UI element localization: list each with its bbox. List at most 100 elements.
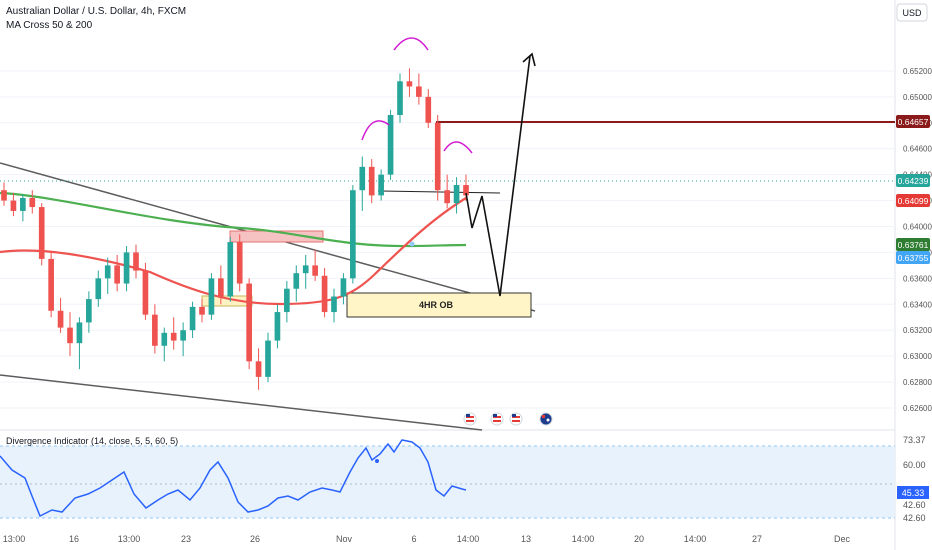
currency-button[interactable]	[896, 3, 928, 22]
ma50-line[interactable]	[0, 197, 467, 306]
oscillator-band	[0, 446, 895, 518]
candle[interactable]	[340, 278, 347, 297]
candle[interactable]	[48, 258, 54, 311]
price-badge-label: 0.63761	[898, 240, 929, 250]
candle[interactable]	[218, 278, 224, 297]
oscillator-label[interactable]: Divergence Indicator (14, close, 5, 5, 6…	[6, 436, 178, 446]
candle[interactable]	[302, 265, 309, 274]
candle[interactable]	[321, 275, 328, 313]
candle[interactable]	[1, 190, 7, 201]
candle[interactable]	[29, 197, 36, 208]
osc-tick-label: 42.60	[903, 500, 926, 510]
event-icons[interactable]	[463, 412, 553, 426]
candle[interactable]	[20, 197, 26, 211]
price-badge	[896, 251, 930, 264]
candle[interactable]	[255, 361, 262, 377]
osc-current-value: 45.33	[902, 488, 925, 498]
price-badge-label: 0.64099	[898, 196, 929, 206]
x-axis-ticks: 13:00 16 13:00 23 26 Nov 6 14:00 13 14:00 20 14:00 2…	[3, 534, 851, 544]
candle[interactable]	[123, 252, 130, 284]
candle[interactable]	[67, 327, 73, 344]
price-badge	[896, 194, 930, 207]
oscillator-line[interactable]	[0, 439, 467, 518]
candle[interactable]	[180, 330, 186, 341]
candle[interactable]	[434, 122, 441, 191]
x-tick-label: Dec	[834, 534, 851, 544]
x-tick-label: 14:00	[457, 534, 480, 544]
y-tick-label: 0.64600	[903, 145, 932, 154]
candle[interactable]	[152, 314, 158, 346]
candle[interactable]	[425, 96, 432, 123]
projection-arrowhead	[522, 52, 536, 67]
candle[interactable]	[208, 278, 215, 315]
candle[interactable]	[387, 115, 394, 175]
candle[interactable]	[265, 340, 271, 377]
chart-title: Australian Dollar / U.S. Dollar, 4h, FXC…	[6, 6, 186, 17]
candle[interactable]	[189, 306, 196, 331]
candle[interactable]	[161, 332, 168, 346]
candle[interactable]	[293, 273, 300, 289]
osc-tick-label: 60.00	[903, 460, 926, 470]
candle[interactable]	[114, 265, 120, 284]
price-badge	[896, 115, 930, 128]
candle[interactable]	[104, 265, 111, 279]
candle[interactable]	[142, 270, 149, 315]
candle[interactable]	[274, 312, 281, 341]
candle[interactable]	[378, 174, 384, 196]
candles	[1, 68, 469, 390]
x-tick-label: 26	[250, 534, 260, 544]
candle[interactable]	[95, 278, 102, 300]
candle[interactable]	[284, 288, 290, 313]
candle[interactable]	[453, 185, 460, 204]
y-tick-label: 0.63600	[903, 274, 932, 283]
osc-tick-label: 42.60	[903, 513, 926, 523]
candle[interactable]	[76, 322, 83, 344]
ma200-line[interactable]	[0, 191, 467, 248]
candle[interactable]	[10, 200, 17, 211]
candle[interactable]	[463, 185, 469, 196]
oscillator-marker	[375, 459, 379, 463]
candle[interactable]	[312, 265, 318, 276]
candle[interactable]	[444, 190, 450, 204]
x-tick-label: 14:00	[572, 534, 595, 544]
candle[interactable]	[170, 332, 177, 341]
candle[interactable]	[368, 166, 375, 196]
price-badge-label: 0.64657	[898, 117, 929, 127]
x-tick-label: 13:00	[3, 534, 26, 544]
candle[interactable]	[199, 306, 205, 315]
price-badge-label: 0.63755	[898, 253, 929, 263]
candle[interactable]	[86, 299, 92, 323]
left-shoulder-arc	[361, 120, 390, 141]
au-flag-icon[interactable]	[539, 412, 553, 426]
price-badge	[896, 238, 930, 251]
candle[interactable]	[397, 81, 403, 116]
candle[interactable]	[227, 242, 234, 297]
candle[interactable]	[236, 242, 243, 284]
x-tick-label: 27	[752, 534, 762, 544]
x-tick-label: 14:00	[684, 534, 707, 544]
y-tick-label: 0.63400	[903, 300, 932, 309]
candle[interactable]	[416, 86, 422, 97]
x-tick-label: 13:00	[118, 534, 141, 544]
ob-zone[interactable]	[346, 292, 532, 318]
candle[interactable]	[331, 296, 337, 313]
x-tick-label: 6	[411, 534, 416, 544]
x-tick-label: 13	[521, 534, 531, 544]
y-tick-label: 0.62600	[903, 404, 932, 413]
candle[interactable]	[359, 166, 366, 191]
candle[interactable]	[38, 207, 45, 259]
candle[interactable]	[133, 252, 139, 271]
indicator-label[interactable]: MA Cross 50 & 200	[6, 20, 93, 31]
x-tick-label: 23	[181, 534, 191, 544]
projection-path[interactable]	[465, 55, 531, 297]
candle[interactable]	[246, 283, 252, 362]
candle[interactable]	[350, 190, 356, 279]
price-badges: 0.64657 0.64239 0.64099 0.63761 0.63755	[896, 115, 930, 264]
neckline[interactable]	[377, 190, 501, 194]
candle[interactable]	[406, 81, 413, 87]
lower-trendline[interactable]	[0, 374, 483, 431]
candle[interactable]	[57, 310, 64, 328]
y-tick-label: 0.65000	[903, 93, 932, 102]
